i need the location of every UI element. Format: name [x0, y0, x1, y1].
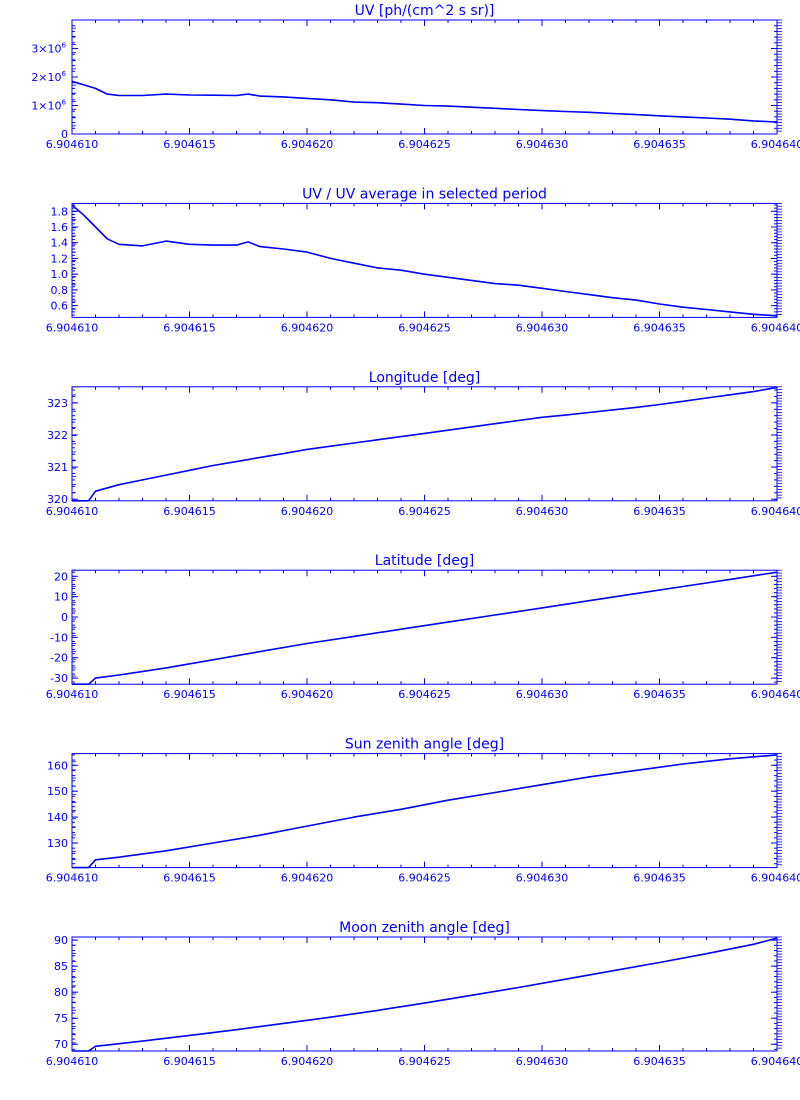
chart-title: Longitude [deg] [369, 370, 480, 386]
x-tick-label: 6.904640 [751, 688, 800, 701]
x-tick-label: 6.904625 [398, 321, 451, 334]
y-tick-label: 20 [54, 570, 68, 583]
x-tick-label: 6.904615 [163, 505, 216, 518]
series-line [72, 937, 778, 1052]
x-tick-label: 6.904615 [163, 321, 216, 334]
plot-frame [71, 386, 778, 502]
x-tick-label: 6.904615 [163, 688, 216, 701]
y-tick-label: -20 [50, 652, 68, 665]
x-tick-label: 6.904625 [398, 1055, 451, 1068]
plot-frame [71, 936, 778, 1052]
chart-panel-5: Sun zenith angle [deg] 6.904610 6.904615 6.… [46, 737, 800, 885]
x-tick-label: 6.904620 [281, 321, 334, 334]
y-tick-label: 160 [47, 759, 68, 772]
y-tick-label: 1.8 [51, 205, 69, 218]
x-tick-label: 6.904630 [516, 138, 569, 151]
series-line [72, 386, 778, 502]
chart-panel-2: UV / UV average in selected period 6.9046… [46, 186, 800, 334]
x-tick-label: 6.904630 [516, 1055, 569, 1068]
plot-frame [71, 753, 778, 869]
x-tick-label: 6.904635 [633, 505, 686, 518]
y-tick-label: 90 [54, 934, 68, 947]
plot-frame [71, 202, 778, 318]
x-tick-label: 6.904625 [398, 688, 451, 701]
y-tick-label: 1.2 [51, 252, 69, 265]
x-tick-label: 6.904620 [281, 138, 334, 151]
y-tick-label: 321 [47, 461, 68, 474]
y-tick-label: 75 [54, 1012, 68, 1025]
chart-title: Moon zenith angle [deg] [339, 920, 510, 936]
series-line [71, 80, 778, 123]
y-tick-label: 1.0 [51, 268, 69, 281]
x-tick-label: 6.904620 [281, 505, 334, 518]
x-tick-label: 6.904635 [633, 138, 686, 151]
y-tick-label: 0.6 [51, 300, 69, 313]
x-tick-label: 6.904625 [398, 872, 451, 885]
x-tick-label: 6.904640 [751, 1055, 800, 1068]
x-tick-label: 6.904630 [516, 688, 569, 701]
y-tick-label: 140 [47, 811, 68, 824]
chart-title: UV [ph/(cm^2 s sr)] [355, 3, 495, 19]
y-tick-label: 323 [47, 397, 68, 410]
x-tick-label: 6.904615 [163, 1055, 216, 1068]
y-tick-label: 322 [47, 429, 68, 442]
x-tick-label: 6.904610 [46, 872, 99, 885]
y-tick-label: -10 [50, 631, 68, 644]
x-tick-label: 6.904610 [46, 138, 99, 151]
y-tick-label: -30 [50, 672, 68, 685]
x-tick-label: 6.904635 [633, 321, 686, 334]
x-tick-label: 6.904620 [281, 1055, 334, 1068]
y-tick-label: 150 [47, 785, 68, 798]
chart-panel-6: Moon zenith angle [deg] 6.904610 6.904615 6… [46, 920, 800, 1068]
x-tick-label: 6.904630 [516, 505, 569, 518]
x-tick-label: 6.904635 [633, 688, 686, 701]
y-tick-label: 320 [47, 493, 68, 506]
y-tick-label: 85 [54, 960, 68, 973]
x-tick-label: 6.904625 [398, 505, 451, 518]
x-tick-label: 6.904630 [516, 872, 569, 885]
x-tick-label: 6.904640 [751, 505, 800, 518]
x-tick-label: 6.904615 [163, 138, 216, 151]
x-tick-label: 6.904640 [751, 138, 800, 151]
y-tick-label: 2×106 [31, 70, 66, 84]
x-tick-label: 6.904640 [751, 321, 800, 334]
chart-panel-4: Latitude [deg] 6.904610 6.904615 6.904620 6.… [46, 553, 800, 701]
x-tick-label: 6.904610 [46, 505, 99, 518]
x-tick-label: 6.904610 [46, 1055, 99, 1068]
y-tick-label: 0 [61, 128, 68, 141]
y-tick-label: 1×106 [31, 99, 66, 113]
chart-panel-1: UV [ph/(cm^2 s sr)] 6.904610 6.904615 6.904… [31, 3, 800, 151]
y-tick-label: 70 [54, 1038, 68, 1051]
x-tick-label: 6.904640 [751, 872, 800, 885]
x-tick-label: 6.904630 [516, 321, 569, 334]
x-tick-label: 6.904615 [163, 872, 216, 885]
y-tick-label: 3×106 [31, 42, 66, 56]
series-line [72, 754, 778, 869]
chart-title: UV / UV average in selected period [302, 186, 547, 202]
x-tick-label: 6.904620 [281, 688, 334, 701]
chart-title: Sun zenith angle [deg] [345, 737, 504, 753]
chart-title: Latitude [deg] [375, 553, 474, 569]
y-tick-label: 130 [47, 837, 68, 850]
x-tick-label: 6.904620 [281, 872, 334, 885]
chart-panel-3: Longitude [deg] 6.904610 6.904615 6.904620 6… [46, 370, 800, 518]
y-tick-label: 80 [54, 986, 68, 999]
x-tick-label: 6.904635 [633, 872, 686, 885]
plot-frame [71, 569, 778, 685]
y-tick-label: 0 [61, 611, 68, 624]
y-tick-label: 1.6 [51, 221, 69, 234]
x-tick-label: 6.904635 [633, 1055, 686, 1068]
x-tick-label: 6.904625 [398, 138, 451, 151]
series-line [72, 571, 778, 686]
x-tick-label: 6.904610 [46, 321, 99, 334]
y-tick-label: 0.8 [51, 284, 69, 297]
x-tick-label: 6.904610 [46, 688, 99, 701]
y-tick-label: 1.4 [51, 237, 69, 250]
series-line [71, 204, 778, 317]
y-tick-label: 10 [54, 591, 68, 604]
